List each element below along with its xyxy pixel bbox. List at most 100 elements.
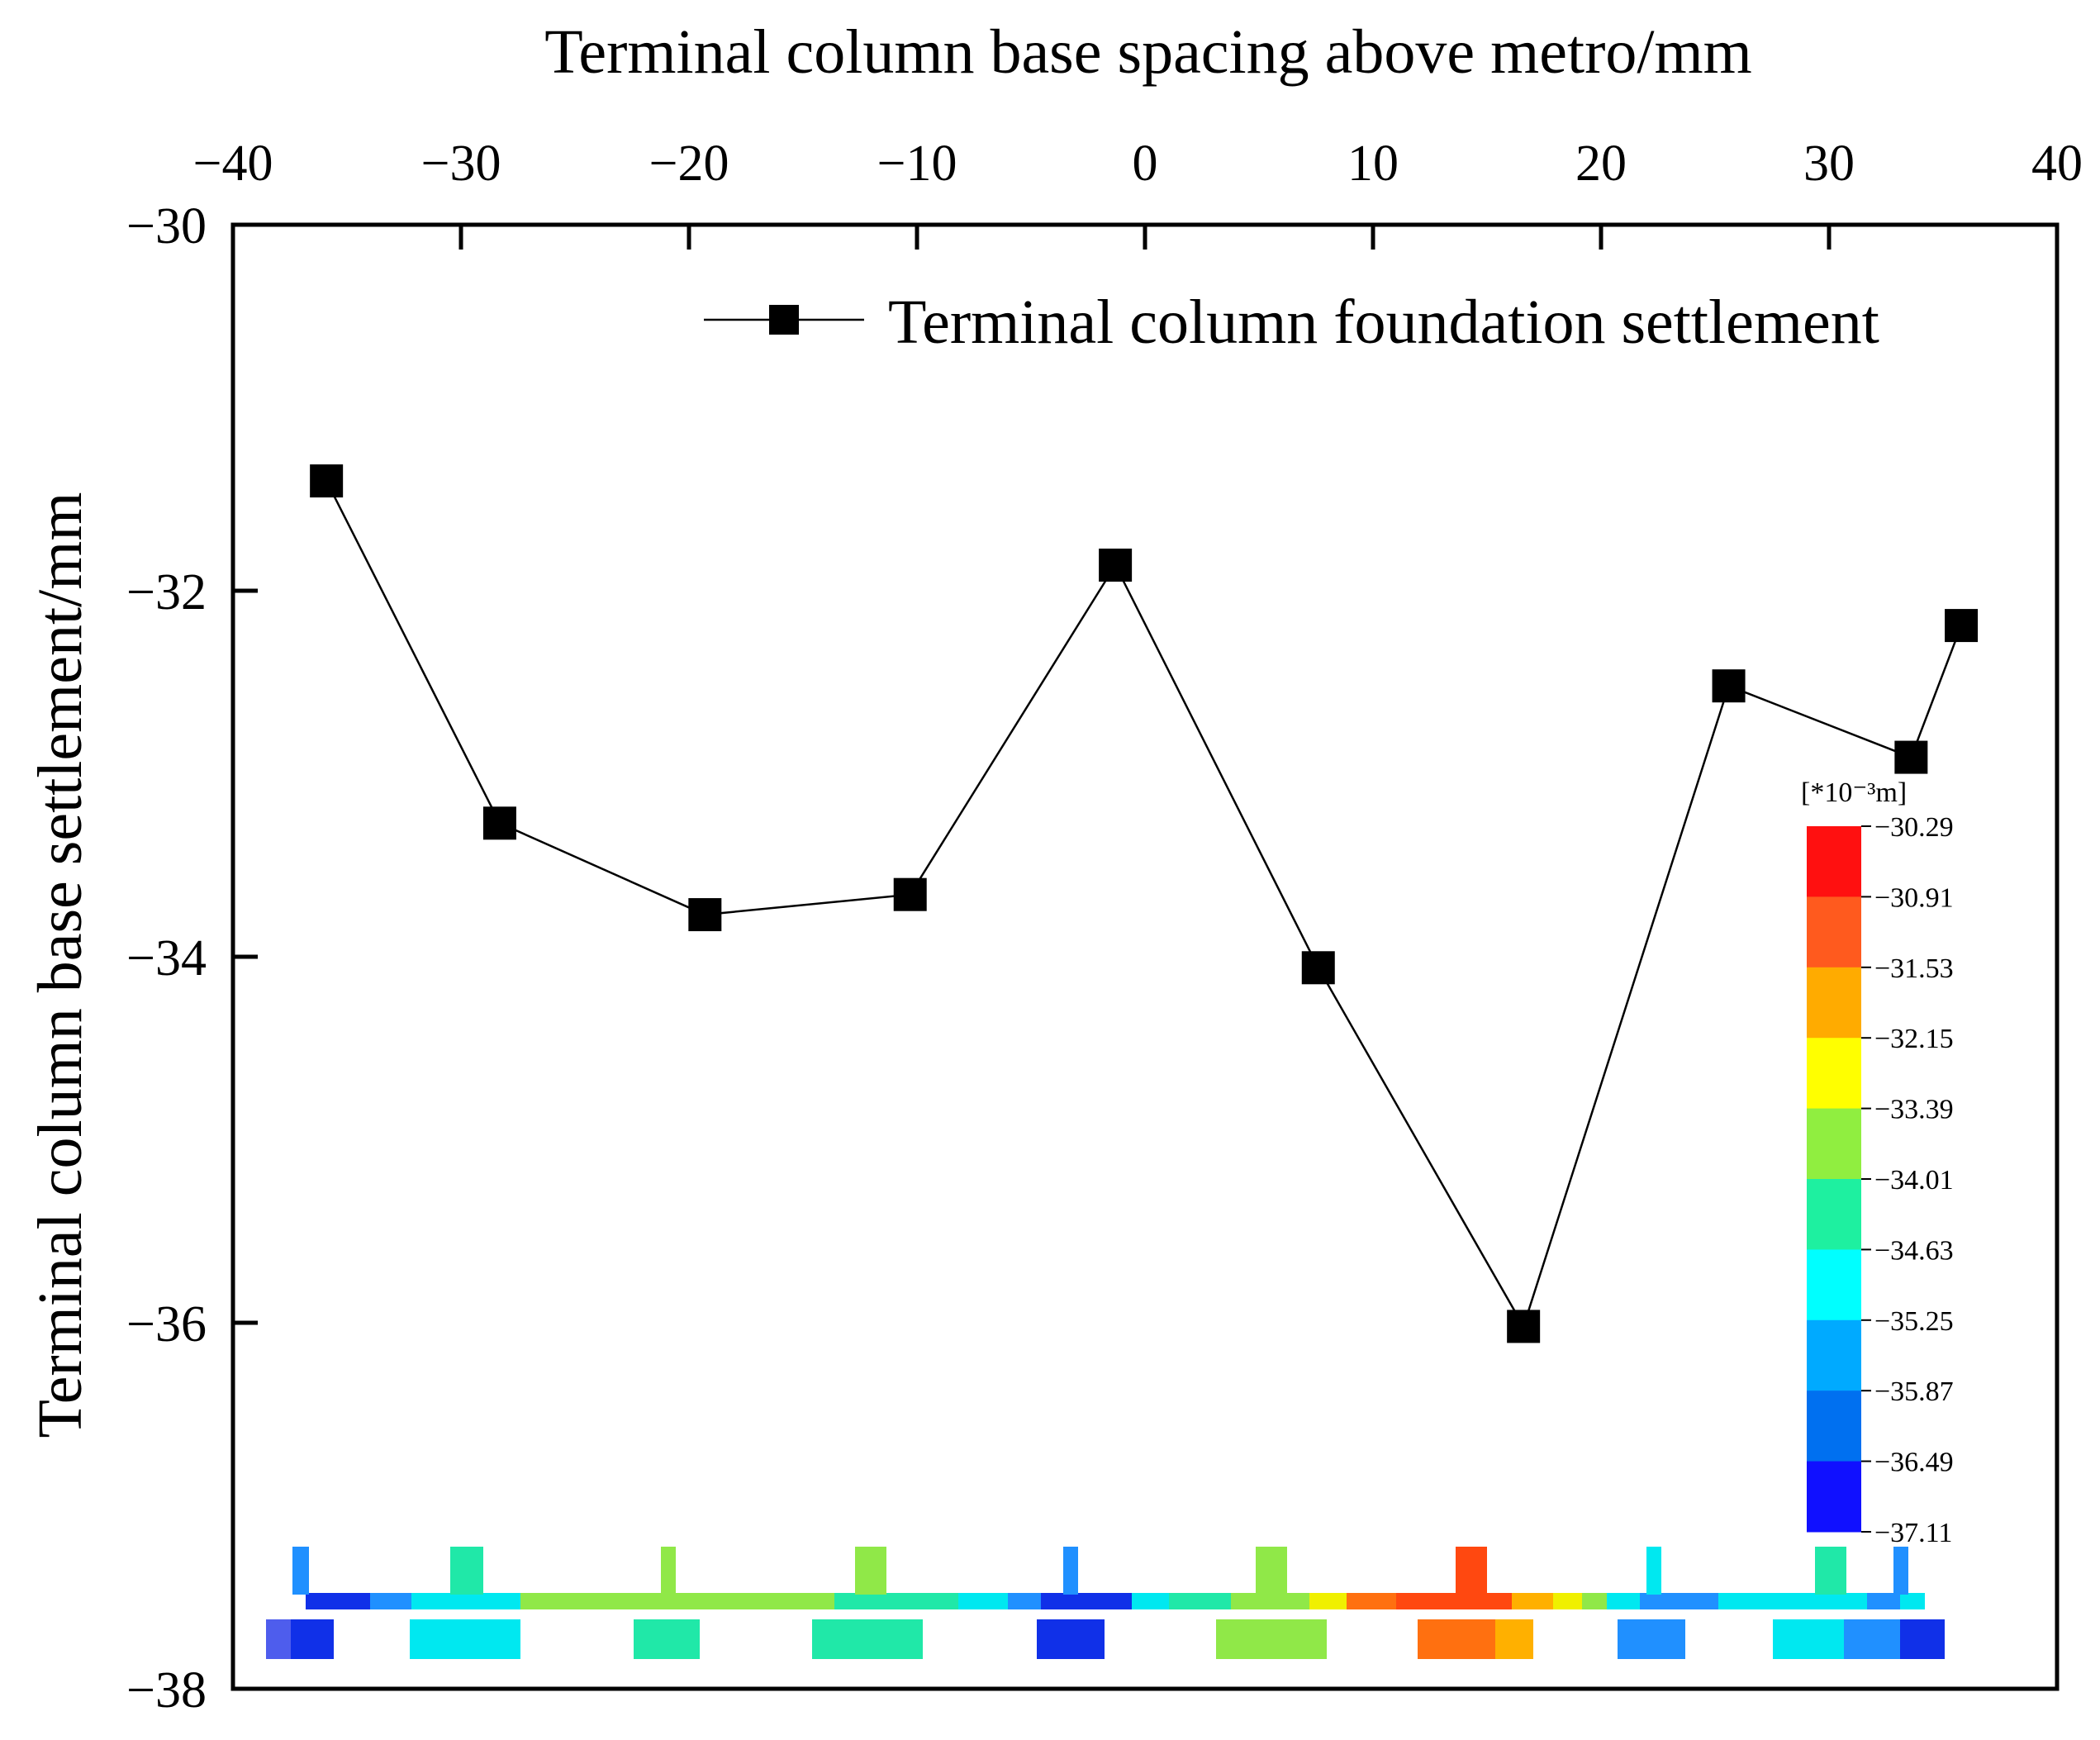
inset-column xyxy=(1893,1547,1908,1595)
inset-pile-cap xyxy=(314,1619,334,1659)
colorbar-label: −34.01 xyxy=(1874,1165,1954,1196)
inset-beam-segment xyxy=(834,1593,958,1609)
inset-pile-cap xyxy=(1495,1619,1533,1659)
inset-beam-segment xyxy=(306,1593,370,1609)
inset-beam-segment xyxy=(370,1593,411,1609)
data-point xyxy=(1507,1310,1541,1343)
inset-column xyxy=(1063,1547,1078,1595)
x-axis-title: Terminal column base spacing above metro… xyxy=(544,17,1751,87)
inset-beam-segment xyxy=(1396,1593,1512,1609)
inset-beam-segment xyxy=(958,1593,1008,1609)
data-point xyxy=(893,877,927,911)
inset-beam-segment xyxy=(1582,1593,1607,1609)
inset-beam-segment xyxy=(1512,1593,1553,1609)
inset-column xyxy=(1646,1547,1661,1595)
inset-pile-cap xyxy=(1900,1619,1945,1659)
colorbar-label: −36.49 xyxy=(1874,1448,1954,1478)
inset-beam-segment xyxy=(411,1593,520,1609)
inset-column xyxy=(1456,1547,1487,1595)
y-tick-label: −30 xyxy=(126,198,207,254)
inset-beam-segment xyxy=(1041,1593,1132,1609)
y-tick-label: −38 xyxy=(126,1662,207,1719)
inset-beam-segment xyxy=(1900,1593,1925,1609)
inset-beam-segment xyxy=(520,1593,834,1609)
colorbar-segment xyxy=(1807,1038,1861,1110)
inset-beam-segment xyxy=(1008,1593,1041,1609)
y-tick-label: −36 xyxy=(126,1296,207,1353)
x-tick-label: 10 xyxy=(1347,135,1399,192)
colorbar-segment xyxy=(1807,1249,1861,1321)
inset-pile-cap xyxy=(1037,1619,1105,1659)
inset-beam-segment xyxy=(1718,1593,1867,1609)
inset-column xyxy=(1256,1547,1287,1595)
colorbar-label: −35.25 xyxy=(1874,1306,1954,1337)
colorbar-segment xyxy=(1807,1179,1861,1250)
data-point xyxy=(1099,548,1133,582)
colorbar-label: −30.91 xyxy=(1874,882,1954,913)
series-markers xyxy=(310,464,1979,1343)
colorbar-segment xyxy=(1807,1108,1861,1180)
x-tick-label: 30 xyxy=(1803,135,1855,192)
inset-pile-cap-shade xyxy=(266,1619,291,1659)
inset-pile-cap xyxy=(1216,1619,1327,1659)
inset-beam-segment xyxy=(1132,1593,1169,1609)
colorbar-label: −31.53 xyxy=(1874,953,1954,984)
colorbar-segment xyxy=(1807,1319,1861,1391)
inset-pile-cap xyxy=(812,1619,923,1659)
colorbar-label: −33.39 xyxy=(1874,1095,1954,1125)
inset-column xyxy=(661,1547,676,1595)
inset-beam-segment xyxy=(1309,1593,1347,1609)
x-tick-label: 0 xyxy=(1133,135,1158,192)
inset-pile-cap xyxy=(1618,1619,1685,1659)
x-tick-label: 20 xyxy=(1575,135,1627,192)
structure-contour-inset xyxy=(266,1547,1945,1659)
colorbar-label: −32.15 xyxy=(1874,1024,1954,1054)
inset-beam-segment xyxy=(1607,1593,1640,1609)
inset-beam-segment xyxy=(1169,1593,1231,1609)
y-axis-title: Terminal column base settlement/mm xyxy=(26,492,95,1438)
inset-beam-segment xyxy=(1553,1593,1582,1609)
colorbar-segment xyxy=(1807,896,1861,968)
colorbar-segment xyxy=(1807,1461,1861,1533)
colorbar-label: −37.11 xyxy=(1874,1518,1952,1548)
y-axis-ticks: −30 −32 −34 −36 −38 xyxy=(126,198,258,1719)
data-point xyxy=(1712,669,1746,703)
colorbar-label: −34.63 xyxy=(1874,1235,1954,1266)
legend: Terminal column foundation settlement xyxy=(704,288,1879,357)
data-point xyxy=(1945,609,1979,643)
x-tick-label: −10 xyxy=(877,135,957,192)
series-line xyxy=(325,480,1963,1329)
inset-column xyxy=(1815,1547,1846,1595)
colorbar-segment xyxy=(1807,1391,1861,1462)
colorbar-label: −30.29 xyxy=(1874,812,1954,843)
data-point xyxy=(482,806,516,840)
x-tick-label: −30 xyxy=(421,135,501,192)
plot-frame xyxy=(230,222,2060,1691)
legend-marker-swatch xyxy=(769,305,799,335)
colorbar-unit-label: [*10⁻³m] xyxy=(1801,777,1907,808)
x-axis-ticks: −40 −30 −20 −10 0 10 20 30 40 xyxy=(193,135,2083,250)
inset-pile-cap xyxy=(410,1619,520,1659)
inset-column xyxy=(855,1547,886,1595)
data-point xyxy=(1301,951,1335,985)
data-point xyxy=(1894,740,1928,774)
y-tick-label: −34 xyxy=(126,930,207,986)
x-tick-label: −40 xyxy=(193,135,273,192)
y-tick-label: −32 xyxy=(126,564,207,620)
inset-beam-segment xyxy=(1231,1593,1309,1609)
x-tick-label: −20 xyxy=(649,135,729,192)
inset-column xyxy=(450,1547,483,1595)
inset-beam-segment xyxy=(1347,1593,1396,1609)
colorbar-label: −35.87 xyxy=(1874,1376,1954,1407)
x-tick-label: 40 xyxy=(2031,135,2083,192)
data-point xyxy=(310,464,344,498)
legend-label: Terminal column foundation settlement xyxy=(888,288,1879,357)
colorbar-segment xyxy=(1807,967,1861,1039)
inset-pile-cap xyxy=(634,1619,700,1659)
inset-beam-segment xyxy=(1867,1593,1900,1609)
colorbar: [*10⁻³m] −30.29 −30.91 −31.53 −32.15 −33.39 −… xyxy=(1801,777,1954,1548)
data-point xyxy=(688,898,722,932)
colorbar-segment xyxy=(1807,826,1861,897)
inset-column xyxy=(292,1547,309,1595)
